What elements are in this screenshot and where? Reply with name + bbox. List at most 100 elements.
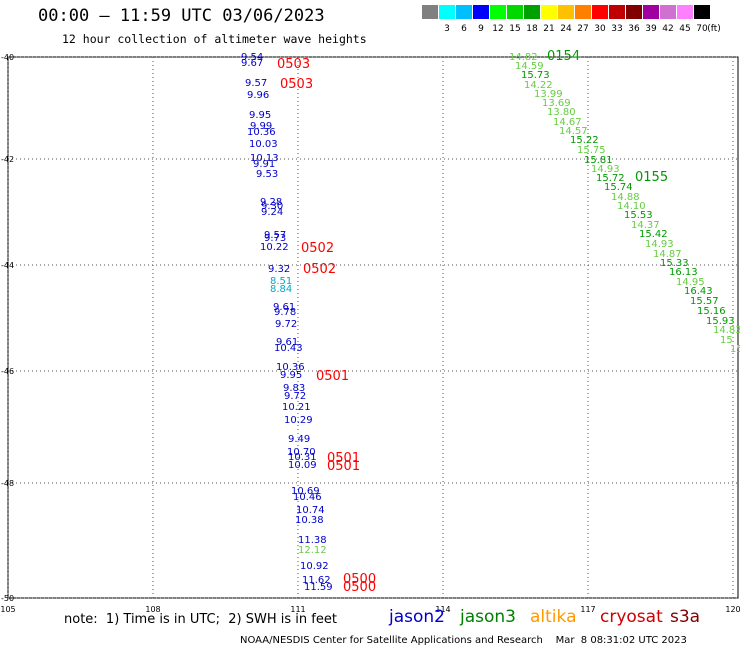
- colorbar-label: 42: [662, 24, 674, 34]
- swh-observation-label: 10.36: [276, 362, 305, 373]
- colorbar-swatch: [677, 5, 693, 19]
- swh-observation-label: 10.38: [295, 515, 324, 526]
- swh-observation-label: 9.53: [256, 169, 278, 180]
- swh-observation-label: 14.10: [617, 201, 646, 212]
- swh-observation-label: 10.22: [260, 242, 289, 253]
- colorbar-swatch: [575, 5, 591, 19]
- colorbar-swatch: [524, 5, 540, 19]
- swh-observation-label: 9.54: [241, 52, 263, 63]
- swh-observation-label: 13.99: [534, 89, 563, 100]
- longitude-tick-label: 111: [290, 605, 305, 614]
- swh-observation-label: 15.74: [604, 182, 633, 193]
- map-title: 00:00 – 11:59 UTC 03/06/2023: [38, 6, 325, 26]
- swh-observation-label: 10.69: [291, 486, 320, 497]
- colorbar-swatch: [558, 5, 574, 19]
- swh-observation-label: 14.93: [645, 239, 674, 250]
- track-time-label: 0502: [303, 262, 336, 277]
- latitude-tick-label: -44: [1, 261, 14, 270]
- swh-observation-label: 9.57: [264, 230, 286, 241]
- colorbar-label: 39: [645, 24, 657, 34]
- swh-observation-label: 14.57: [559, 126, 588, 137]
- colorbar-label: 9: [478, 24, 484, 34]
- track-time-label: 0503: [280, 77, 313, 92]
- swh-observation-label: 9.67: [241, 58, 263, 69]
- swh-observation-label: 9.91: [253, 159, 275, 170]
- colorbar-label: 27: [577, 24, 589, 34]
- swh-observation-label: 14.37: [631, 220, 660, 231]
- colorbar-swatch: [592, 5, 608, 19]
- swh-observation-label: 9.72: [275, 319, 297, 330]
- swh-observation-label: 9.24: [261, 207, 283, 218]
- swh-observation-label: 11.59: [304, 582, 333, 593]
- swh-observation-label: 15.73: [521, 70, 550, 81]
- track-time-label: 0155: [635, 170, 668, 185]
- map-frame: [7, 56, 739, 599]
- swh-observation-label: 15.22: [570, 135, 599, 146]
- latitude-tick-label: -50: [1, 594, 14, 603]
- swh-observation-label: 10.13: [250, 153, 279, 164]
- swh-observation-label: 10.03: [249, 139, 278, 150]
- swh-observation-label: 9.78: [274, 307, 296, 318]
- colorbar-label: 70: [696, 24, 708, 34]
- swh-observation-label: 15.33: [660, 258, 689, 269]
- swh-observation-label: 14.93: [591, 164, 620, 175]
- track-time-label: 0502: [301, 241, 334, 256]
- swh-observation-label: 10.92: [300, 561, 329, 572]
- swh-observation-label: 16.43: [684, 286, 713, 297]
- swh-observation-label: 15: [720, 335, 733, 346]
- colorbar-label: 3: [444, 24, 450, 34]
- track-time-label: 0503: [277, 57, 310, 72]
- swh-observation-label: 10.74: [296, 505, 325, 516]
- swh-observation-label: 14.95: [676, 277, 705, 288]
- swh-observation-label: 9.28: [260, 197, 282, 208]
- swh-observation-label: 9.49: [288, 434, 310, 445]
- swh-observation-label: 14.88: [611, 192, 640, 203]
- colorbar-swatch: [626, 5, 642, 19]
- swh-observation-label: 11.38: [298, 535, 327, 546]
- swh-observation-label: 9.83: [283, 383, 305, 394]
- swh-observation-label: 14.83: [713, 325, 740, 336]
- colorbar-label: 18: [526, 24, 538, 34]
- swh-observation-label: 12.12: [298, 545, 327, 556]
- colorbar-swatch: [422, 5, 438, 19]
- swh-observation-label: 15.81: [584, 155, 613, 166]
- longitude-tick-label: 120: [725, 605, 740, 614]
- swh-observation-label: 10.46: [293, 492, 322, 503]
- colorbar-label: 6: [461, 24, 467, 34]
- colorbar-swatch: [541, 5, 557, 19]
- swh-observation-label: 15.72: [596, 173, 625, 184]
- swh-observation-label: 13.69: [542, 98, 571, 109]
- swh-observation-label: 9.57: [245, 78, 267, 89]
- colorbar-swatch: [507, 5, 523, 19]
- swh-observation-label: 10.36: [247, 127, 276, 138]
- swh-observation-label: 9.32: [268, 264, 290, 275]
- colorbar-label: 30: [594, 24, 606, 34]
- latitude-tick-label: -40: [1, 53, 14, 62]
- colorbar-label: 15: [509, 24, 521, 34]
- swh-observation-label: 10.31: [288, 452, 317, 463]
- colorbar-label: 21: [543, 24, 555, 34]
- track-time-label: 0501: [327, 459, 360, 474]
- swh-observation-label: 9.95: [280, 370, 302, 381]
- longitude-tick-label: 114: [435, 605, 450, 614]
- swh-observation-label: 16.13: [669, 267, 698, 278]
- swh-observation-label: 14.22: [524, 80, 553, 91]
- colorbar-units: (ft): [707, 24, 721, 34]
- swh-observation-label: 8.51: [270, 276, 292, 287]
- track-time-label: 0501: [327, 451, 360, 466]
- colorbar-swatch: [660, 5, 676, 19]
- swh-observation-label: 10.09: [288, 460, 317, 471]
- colorbar-label: 12: [492, 24, 504, 34]
- colorbar-label: 36: [628, 24, 640, 34]
- swh-observation-label: 14.87: [653, 249, 682, 260]
- swh-observation-label: 15.75: [577, 145, 606, 156]
- latitude-tick-label: -46: [1, 367, 14, 376]
- legend-jason2: jason2: [389, 607, 445, 627]
- swh-observation-label: 9.61: [276, 337, 298, 348]
- swh-observation-label: 14.59: [515, 61, 544, 72]
- track-time-label: 0500: [343, 572, 376, 587]
- swh-observation-label: 15.53: [624, 210, 653, 221]
- latitude-tick-label: -48: [1, 479, 14, 488]
